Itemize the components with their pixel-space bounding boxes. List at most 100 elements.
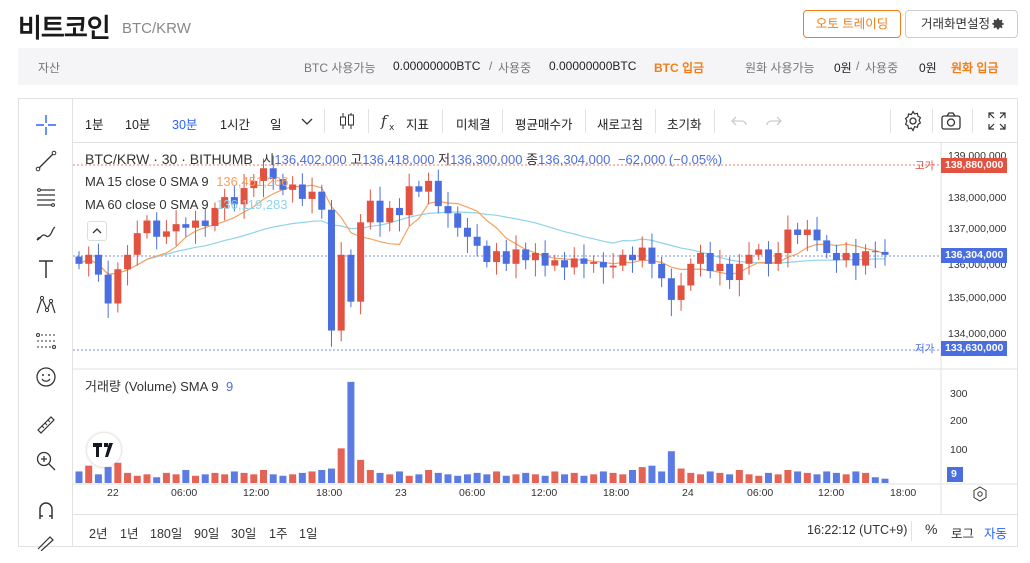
clock[interactable]: 16:22:12 (UTC+9) [807,523,908,537]
pattern-tool[interactable] [31,291,61,319]
measure-tool[interactable] [31,411,61,439]
range-90d[interactable]: 90일 [194,527,220,541]
volume-bar [473,472,481,483]
candle-body [531,253,539,261]
candle-body [832,253,840,261]
volume-bar [327,468,335,483]
candle-body [745,254,753,264]
volume-bar [454,475,462,483]
interval-1m[interactable]: 1분 [85,118,104,132]
range-2y[interactable]: 2년 [89,527,108,541]
chart-area[interactable]: BTC/KRW · 30 · BITHUMB 시136,402,000 고136… [73,143,1017,546]
range-1d[interactable]: 1일 [299,527,318,541]
symbol-label: BTC/KRW · 30 · BITHUMB [85,151,253,167]
reset-button[interactable]: 초기화 [667,118,702,132]
asset-bar: 자산 BTC 사용가능 0.00000000BTC / 사용중 0.000000… [18,48,1018,85]
krw-deposit-link[interactable]: 원화 입금 [951,61,999,75]
ruler-icon [37,416,55,434]
magnet-tool[interactable] [31,497,61,525]
candle-body [512,249,520,264]
pattern-icon [36,295,56,314]
crosshair-tool[interactable] [31,111,61,139]
avg-buy-price-button[interactable]: 평균매수가 [515,118,573,132]
drawing-toolbar [19,99,73,551]
candle-style-icon[interactable] [335,109,359,133]
emoji-tool[interactable] [31,363,61,391]
volume-bar [590,474,598,483]
range-1y[interactable]: 1년 [120,527,139,541]
trend-line-icon [35,150,57,172]
percent-toggle[interactable]: % [925,521,938,537]
candle-body [580,258,588,264]
tradingview-logo[interactable] [87,433,121,467]
candle-body [522,249,530,261]
volume-bar [638,467,646,483]
text-tool[interactable] [31,255,61,283]
candle-body [395,207,403,216]
brush-tool[interactable] [31,219,61,247]
price-tick: 134,000,000 [948,328,1007,340]
axis-settings-icon[interactable] [971,485,989,503]
zoom-tool[interactable] [31,447,61,475]
range-30d[interactable]: 30일 [231,527,257,541]
pencil-tool[interactable] [31,529,61,557]
volume-bar [337,448,345,483]
ma15-label: MA 15 close 0 SMA 9 [85,174,209,189]
interval-day[interactable]: 일 [270,118,282,132]
candle-body [289,184,297,190]
candle-body [463,227,471,237]
auto-toggle[interactable]: 자동 [984,527,1008,541]
range-180d[interactable]: 180일 [150,527,183,541]
volume-bar [395,471,403,483]
unfilled-orders-button[interactable]: 미체결 [456,118,491,132]
candle-body [677,285,685,300]
auto-trading-button[interactable]: 오토 트레이딩 [803,10,901,38]
btc-deposit-link[interactable]: BTC 입금 [654,61,705,75]
fullscreen-icon[interactable] [985,109,1009,133]
volume-bar [726,474,734,483]
indicator-button[interactable]: 지표 [406,118,430,132]
volume-bar [706,471,714,483]
ma60-line-path [78,211,886,275]
candle-body [774,253,782,264]
interval-30m[interactable]: 30분 [172,118,198,132]
volume-bar [172,474,180,483]
refresh-button[interactable]: 새로고침 [597,118,644,132]
volume-bars [75,381,889,483]
undo-icon[interactable] [727,109,751,133]
krw-in-use-label: 사용중 [865,61,899,75]
crosshair-icon [36,115,56,135]
candle-body [696,253,704,264]
redo-icon[interactable] [762,109,786,133]
volume-bar [347,381,355,483]
volume-bar [619,474,627,483]
camera-icon[interactable] [939,109,963,133]
chevron-down-icon[interactable] [295,109,319,133]
tradingview-logo-icon [93,443,113,457]
interval-10m[interactable]: 10분 [125,118,151,132]
screen-settings-button[interactable]: 거래화면설정 [905,10,1018,38]
volume-bar [318,470,326,483]
candle-body [706,253,714,272]
volume-bar [75,471,83,483]
volume-bar [415,474,423,483]
range-1w[interactable]: 1주 [269,527,288,541]
settings-gear-icon[interactable] [901,109,925,133]
candle-body [813,229,821,241]
fib-tool[interactable] [31,183,61,211]
candle-body [726,263,734,281]
range-bar: 2년 1년 180일 90일 30일 1주 1일 16:22:12 (UTC+9… [73,514,1017,546]
krw-in-use-value: 0원 [919,61,937,75]
volume-tick: 100 [950,444,968,456]
volume-bar [376,472,384,483]
chart-canvas[interactable] [73,143,1017,514]
collapse-legend-button[interactable] [87,221,107,241]
ma60-label: MA 60 close 0 SMA 9 [85,197,209,212]
log-toggle[interactable]: 로그 [951,527,975,541]
trend-line-tool[interactable] [31,147,61,175]
prediction-tool[interactable] [31,327,61,355]
candle-body [454,213,462,228]
interval-1h[interactable]: 1시간 [220,118,250,132]
page-header: 비트코인 BTC/KRW 오토 트레이딩 거래화면설정 [18,6,1018,44]
